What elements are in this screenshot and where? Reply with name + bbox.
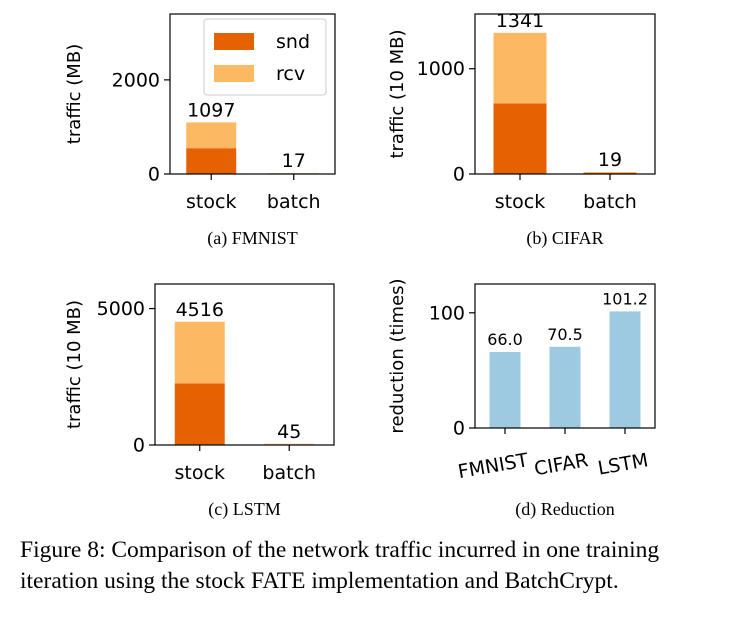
- bar-FMNIST: [489, 351, 521, 428]
- y-axis-label: reduction (times): [387, 278, 408, 433]
- total-label-batch: 17: [282, 150, 306, 172]
- chart-panel-0: 1097 17 0 2000 stock batch traffic (MB) (a) FMN…: [64, 13, 336, 249]
- x-tick-label-LSTM: LSTM: [596, 449, 650, 479]
- bar-snd-stock: [493, 103, 547, 174]
- legend: snd rcv: [203, 18, 327, 96]
- x-tick-label-stock: stock: [175, 462, 225, 484]
- legend-label-rcv: rcv: [276, 63, 305, 85]
- total-label-stock: 1097: [187, 99, 235, 121]
- bar-snd-stock: [186, 148, 237, 174]
- chart-panel-1: 1341 19 0 1000 stock batch traffic (10 MB) (b) …: [387, 10, 656, 249]
- bar-snd-stock: [174, 383, 225, 445]
- panel-subtitle: (d) Reduction: [515, 499, 614, 520]
- plot-frame: [169, 13, 336, 175]
- y-tick-label: 0: [148, 164, 160, 186]
- legend-label-snd: snd: [276, 31, 310, 53]
- value-label-FMNIST: 66.0: [487, 330, 523, 349]
- chart-panel-3: 66.0 70.5 101.2 0 100 FMNIST CIFAR LSTM reductio…: [387, 278, 656, 520]
- legend-swatch-snd: [214, 33, 254, 50]
- x-tick-label-stock: stock: [186, 191, 236, 213]
- x-tick-label-CIFAR: CIFAR: [533, 449, 590, 480]
- bar-rcv-stock: [493, 32, 547, 104]
- total-label-stock: 4516: [176, 299, 224, 321]
- bar-CIFAR: [549, 346, 581, 428]
- x-tick-label-batch: batch: [267, 191, 321, 213]
- plot-frame: [154, 283, 335, 446]
- total-label-stock: 1341: [496, 10, 544, 32]
- value-label-LSTM: 101.2: [602, 289, 648, 308]
- chart-panel-2: 4516 45 0 5000 stock batch traffic (10 MB) (c) …: [64, 283, 335, 520]
- y-tick-label: 5000: [97, 298, 145, 320]
- plot-frame: [474, 13, 656, 175]
- y-tick-label: 100: [429, 302, 465, 324]
- x-tick-label-FMNIST: FMNIST: [456, 449, 530, 483]
- y-axis-label: traffic (MB): [64, 44, 85, 144]
- y-tick-label: 2000: [112, 69, 160, 91]
- y-tick-label: 0: [133, 435, 145, 457]
- y-tick-label: 0: [453, 418, 465, 440]
- y-tick-label: 0: [453, 164, 465, 186]
- y-tick-label: 1000: [417, 58, 465, 80]
- y-axis-label: traffic (10 MB): [387, 29, 408, 158]
- x-tick-label-batch: batch: [583, 191, 637, 213]
- total-label-batch: 45: [277, 421, 301, 443]
- bar-rcv-batch: [583, 172, 637, 173]
- legend-swatch-rcv: [214, 65, 254, 82]
- figure-caption: Figure 8: Comparison of the network traf…: [20, 537, 660, 594]
- bar-LSTM: [609, 311, 641, 428]
- value-label-CIFAR: 70.5: [547, 325, 583, 344]
- bar-rcv-stock: [186, 122, 237, 149]
- bar-rcv-batch: [264, 443, 315, 445]
- panel-subtitle: (b) CIFAR: [526, 228, 603, 249]
- x-tick-label-stock: stock: [495, 191, 545, 213]
- panel-subtitle: (a) FMNIST: [207, 228, 298, 249]
- bar-rcv-stock: [174, 321, 225, 384]
- total-label-batch: 19: [598, 149, 622, 171]
- y-axis-label: traffic (10 MB): [64, 300, 85, 429]
- x-tick-label-batch: batch: [262, 462, 316, 484]
- panel-subtitle: (c) LSTM: [208, 499, 280, 520]
